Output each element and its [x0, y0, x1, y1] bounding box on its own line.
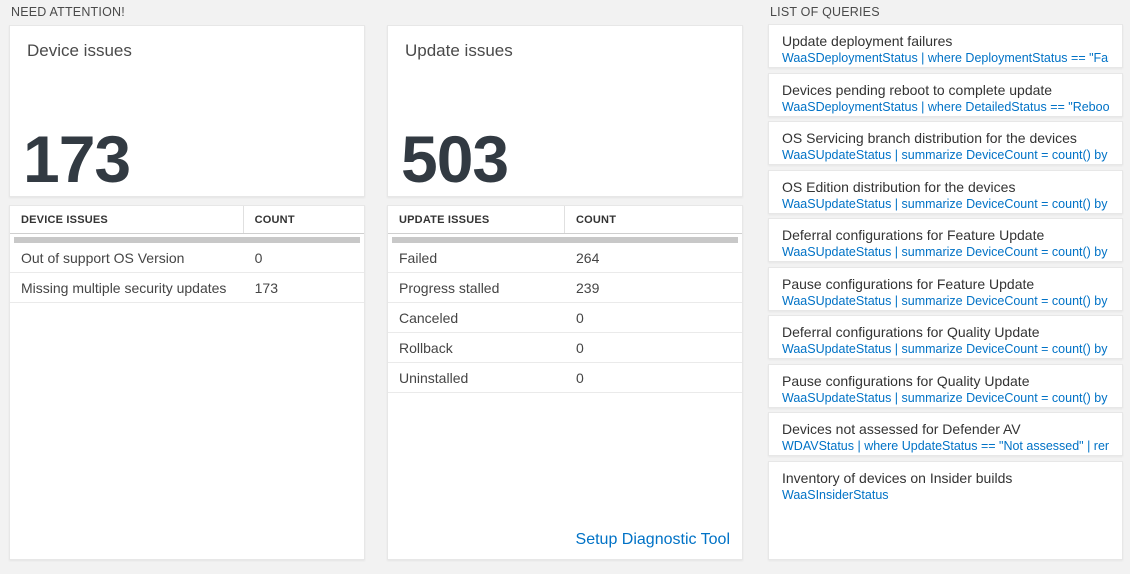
- row-label: Rollback: [399, 339, 453, 356]
- query-item[interactable]: Update deployment failures WaaSDeploymen…: [768, 24, 1123, 68]
- table-row[interactable]: Missing multiple security updates 173: [10, 273, 364, 303]
- row-count: 0: [576, 309, 584, 326]
- query-list: Update deployment failures WaaSDeploymen…: [768, 24, 1123, 560]
- row-count: 264: [576, 249, 600, 266]
- query-code: WaaSUpdateStatus | summarize DeviceCount…: [782, 148, 1109, 162]
- table-row[interactable]: Failed 264: [388, 243, 742, 273]
- row-count: 0: [254, 249, 263, 266]
- table-row[interactable]: Rollback 0: [388, 333, 742, 363]
- query-code: WaaSDeploymentStatus | where DeploymentS…: [782, 51, 1109, 65]
- query-title: Update deployment failures: [782, 33, 953, 49]
- query-item[interactable]: Pause configurations for Feature Update …: [768, 266, 1123, 311]
- update-issues-count: 503: [401, 122, 509, 196]
- device-issues-tile-title: Device issues: [27, 41, 132, 60]
- query-item[interactable]: Inventory of devices on Insider builds W…: [768, 460, 1123, 560]
- column-header-count: COUNT: [254, 213, 295, 226]
- update-issues-tile-title: Update issues: [405, 41, 513, 60]
- query-item[interactable]: Devices not assessed for Defender AV WDA…: [768, 412, 1123, 456]
- column-header-count: COUNT: [576, 213, 617, 226]
- update-issues-tile[interactable]: Update issues 503: [387, 25, 743, 197]
- table-row[interactable]: Out of support OS Version 0: [10, 243, 364, 273]
- section-title-list-of-queries: LIST OF QUERIES: [770, 5, 880, 19]
- table-row[interactable]: Uninstalled 0: [388, 363, 742, 393]
- query-code: WaaSDeploymentStatus | where DetailedSta…: [782, 99, 1109, 114]
- query-title: Devices pending reboot to complete updat…: [782, 81, 1053, 98]
- query-item[interactable]: Deferral configurations for Quality Upda…: [768, 315, 1123, 359]
- row-label: Uninstalled: [399, 369, 469, 386]
- table-row[interactable]: Progress stalled 239: [388, 273, 742, 303]
- update-issues-table-header: UPDATE ISSUES COUNT: [388, 206, 742, 234]
- query-code: WaaSInsiderStatus: [782, 487, 889, 502]
- grid-scrollbar[interactable]: [392, 237, 738, 243]
- row-label: Failed: [399, 249, 438, 266]
- row-count: 0: [576, 369, 584, 386]
- device-issues-table-header: DEVICE ISSUES COUNT: [10, 206, 364, 234]
- column-header-device-issues: DEVICE ISSUES: [10, 206, 244, 233]
- query-code: WaaSUpdateStatus | summarize DeviceCount…: [782, 390, 1109, 405]
- row-count: 173: [254, 279, 278, 296]
- query-code: WaaSUpdateStatus | summarize DeviceCount…: [782, 245, 1109, 259]
- query-code: WDAVStatus | where UpdateStatus == "Not …: [782, 439, 1109, 453]
- query-item[interactable]: Deferral configurations for Feature Upda…: [768, 218, 1123, 262]
- row-label: Canceled: [399, 309, 459, 326]
- table-row[interactable]: Canceled 0: [388, 303, 742, 333]
- query-title: Pause configurations for Feature Update: [782, 275, 1035, 292]
- query-item[interactable]: OS Servicing branch distribution for the…: [768, 121, 1123, 165]
- query-code: WaaSUpdateStatus | summarize DeviceCount…: [782, 342, 1109, 356]
- update-issues-table: UPDATE ISSUES COUNT Failed 264 Progress …: [387, 205, 743, 560]
- query-item[interactable]: Devices pending reboot to complete updat…: [768, 72, 1123, 117]
- query-title: OS Servicing branch distribution for the…: [782, 130, 1077, 146]
- device-issues-tile[interactable]: Device issues 173: [9, 25, 365, 197]
- query-title: Deferral configurations for Feature Upda…: [782, 227, 1045, 243]
- query-title: Inventory of devices on Insider builds: [782, 469, 1013, 486]
- device-issues-table: DEVICE ISSUES COUNT Out of support OS Ve…: [9, 205, 365, 560]
- section-title-need-attention: NEED ATTENTION!: [11, 5, 125, 19]
- query-item[interactable]: Pause configurations for Quality Update …: [768, 363, 1123, 408]
- grid-scrollbar[interactable]: [14, 237, 360, 243]
- query-code: WaaSUpdateStatus | summarize DeviceCount…: [782, 196, 1109, 211]
- query-title: Deferral configurations for Quality Upda…: [782, 324, 1040, 340]
- query-title: Devices not assessed for Defender AV: [782, 421, 1021, 437]
- row-label: Progress stalled: [399, 279, 500, 296]
- query-title: OS Edition distribution for the devices: [782, 178, 1016, 195]
- row-label: Missing multiple security updates: [21, 279, 227, 296]
- query-title: Pause configurations for Quality Update: [782, 372, 1030, 389]
- row-count: 0: [576, 339, 584, 356]
- column-header-update-issues: UPDATE ISSUES: [388, 206, 565, 233]
- query-code: WaaSUpdateStatus | summarize DeviceCount…: [782, 293, 1109, 308]
- device-issues-count: 173: [23, 122, 131, 196]
- row-count: 239: [576, 279, 600, 296]
- row-label: Out of support OS Version: [21, 249, 185, 266]
- setup-diagnostic-tool-link[interactable]: Setup Diagnostic Tool: [575, 531, 730, 548]
- query-item[interactable]: OS Edition distribution for the devices …: [768, 169, 1123, 214]
